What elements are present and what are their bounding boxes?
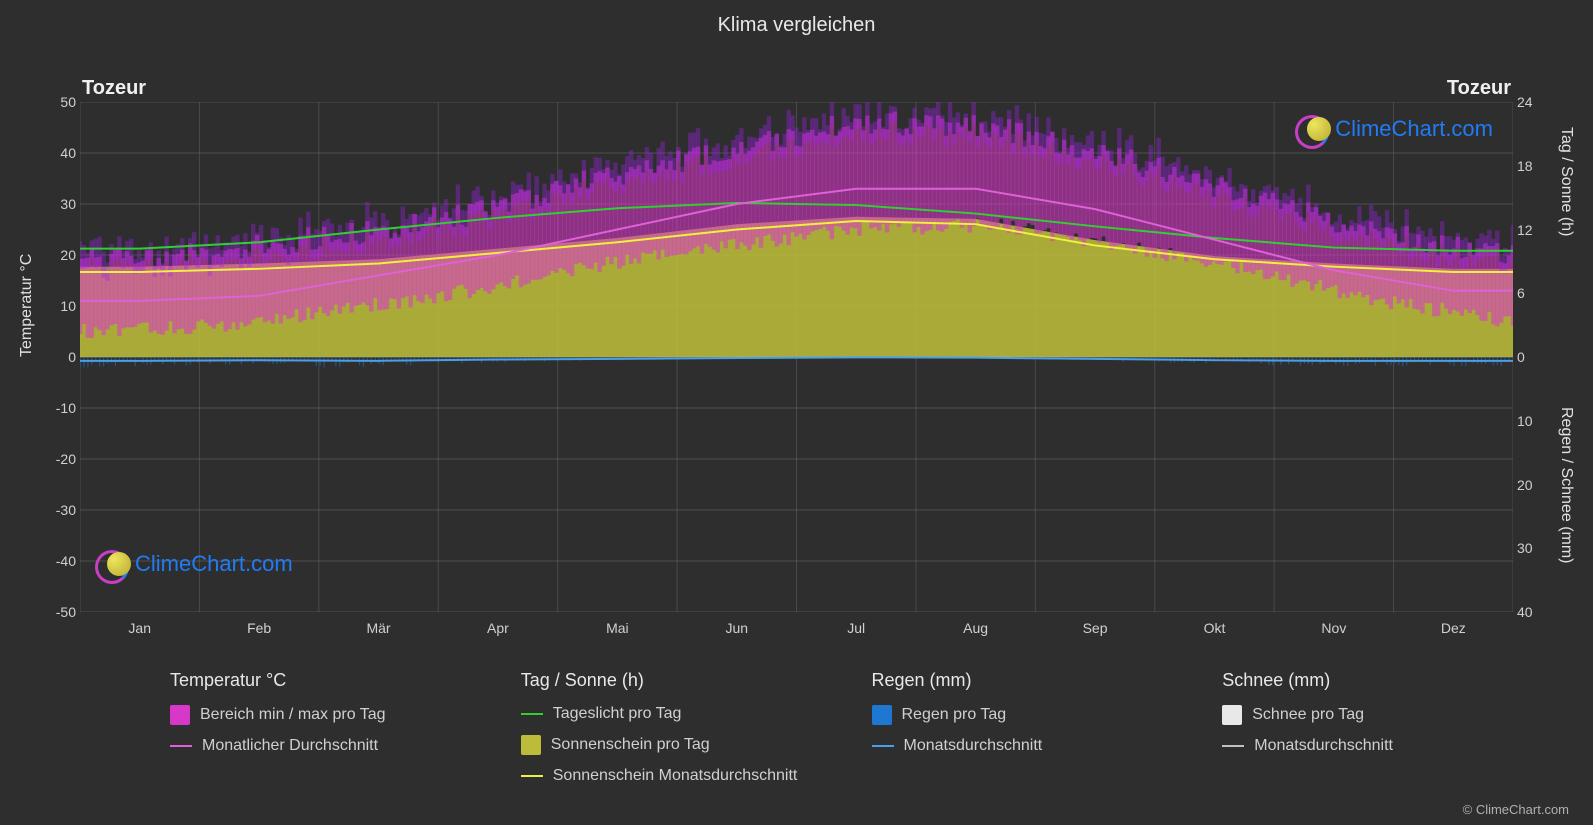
ytick-right-top: 12 (1517, 222, 1541, 238)
watermark-text: ClimeChart.com (135, 551, 293, 577)
ytick-right-top: 0 (1517, 349, 1541, 365)
legend-item: Regen pro Tag (872, 705, 1203, 725)
xtick: Okt (1204, 620, 1226, 636)
xtick: Apr (487, 620, 509, 636)
legend-label: Monatsdurchschnitt (904, 737, 1043, 755)
legend-swatch-block (170, 705, 190, 725)
legend-label: Bereich min / max pro Tag (200, 706, 386, 724)
legend-header: Regen (mm) (872, 670, 1203, 691)
xtick: Sep (1083, 620, 1108, 636)
legend-swatch-line (521, 775, 543, 777)
xtick: Jan (128, 620, 151, 636)
legend-swatch-line (170, 745, 192, 747)
xtick: Jun (725, 620, 748, 636)
legend-item: Sonnenschein pro Tag (521, 735, 852, 755)
ytick-right-top: 6 (1517, 285, 1541, 301)
legend-label: Monatsdurchschnitt (1254, 737, 1393, 755)
ytick-right-top: 24 (1517, 94, 1541, 110)
legend-swatch-line (1222, 745, 1244, 747)
plot-area (80, 102, 1513, 612)
ytick-left: -10 (48, 400, 76, 416)
chart-wrap: Tozeur Tozeur Temperatur °C Tag / Sonne … (0, 37, 1593, 657)
xtick: Jul (847, 620, 865, 636)
ytick-left: 0 (48, 349, 76, 365)
legend-item: Tageslicht pro Tag (521, 705, 852, 723)
watermark-top: ClimeChart.com (1295, 112, 1493, 146)
legend-header: Temperatur °C (170, 670, 501, 691)
ytick-left: -30 (48, 502, 76, 518)
watermark-bottom: ClimeChart.com (95, 547, 293, 581)
y-axis-left-label: Temperatur °C (18, 254, 36, 357)
xtick: Dez (1441, 620, 1466, 636)
legend-swatch-block (872, 705, 892, 725)
legend-header: Schnee (mm) (1222, 670, 1553, 691)
legend-label: Schnee pro Tag (1252, 706, 1364, 724)
location-left: Tozeur (82, 77, 146, 100)
legend-column: Temperatur °C Bereich min / max pro Tag Mo… (170, 670, 501, 785)
xtick: Aug (963, 620, 988, 636)
ytick-left: 10 (48, 298, 76, 314)
ytick-right-top: 18 (1517, 158, 1541, 174)
legend-label: Regen pro Tag (902, 706, 1007, 724)
legend-column: Tag / Sonne (h) Tageslicht pro Tag Sonnens… (521, 670, 852, 785)
ytick-left: 30 (48, 196, 76, 212)
xtick: Nov (1321, 620, 1346, 636)
climechart-logo-icon (95, 547, 129, 581)
xtick: Mär (366, 620, 390, 636)
legend-item: Monatlicher Durchschnitt (170, 737, 501, 755)
legend-item: Schnee pro Tag (1222, 705, 1553, 725)
y-axis-right-bottom-label: Regen / Schnee (mm) (1557, 407, 1575, 564)
ytick-right-bottom: 30 (1517, 540, 1541, 556)
copyright: © ClimeChart.com (1463, 802, 1569, 817)
legend-header: Tag / Sonne (h) (521, 670, 852, 691)
ytick-left: -40 (48, 553, 76, 569)
y-axis-right-top-label: Tag / Sonne (h) (1557, 127, 1575, 236)
legend-column: Regen (mm) Regen pro Tag Monatsdurchschnit… (872, 670, 1203, 785)
ytick-left: 50 (48, 94, 76, 110)
chart-title: Klima vergleichen (0, 0, 1593, 37)
watermark-text: ClimeChart.com (1335, 116, 1493, 142)
legend-item: Monatsdurchschnitt (872, 737, 1203, 755)
legend-swatch-line (521, 713, 543, 715)
ytick-left: 40 (48, 145, 76, 161)
xtick: Feb (247, 620, 271, 636)
xtick: Mai (606, 620, 629, 636)
legend-label: Sonnenschein pro Tag (551, 736, 710, 754)
legend-item: Bereich min / max pro Tag (170, 705, 501, 725)
legend-swatch-line (872, 745, 894, 747)
legend-item: Sonnenschein Monatsdurchschnitt (521, 767, 852, 785)
ytick-left: -50 (48, 604, 76, 620)
legend: Temperatur °C Bereich min / max pro Tag Mo… (170, 670, 1553, 785)
legend-swatch-block (521, 735, 541, 755)
ytick-right-bottom: 20 (1517, 477, 1541, 493)
legend-column: Schnee (mm) Schnee pro Tag Monatsdurchschn… (1222, 670, 1553, 785)
ytick-left: -20 (48, 451, 76, 467)
legend-label: Sonnenschein Monatsdurchschnitt (553, 767, 798, 785)
legend-item: Monatsdurchschnitt (1222, 737, 1553, 755)
location-right: Tozeur (1447, 77, 1511, 100)
climechart-logo-icon (1295, 112, 1329, 146)
ytick-left: 20 (48, 247, 76, 263)
legend-swatch-block (1222, 705, 1242, 725)
legend-label: Tageslicht pro Tag (553, 705, 682, 723)
ytick-right-bottom: 40 (1517, 604, 1541, 620)
ytick-right-bottom: 10 (1517, 413, 1541, 429)
legend-label: Monatlicher Durchschnitt (202, 737, 378, 755)
